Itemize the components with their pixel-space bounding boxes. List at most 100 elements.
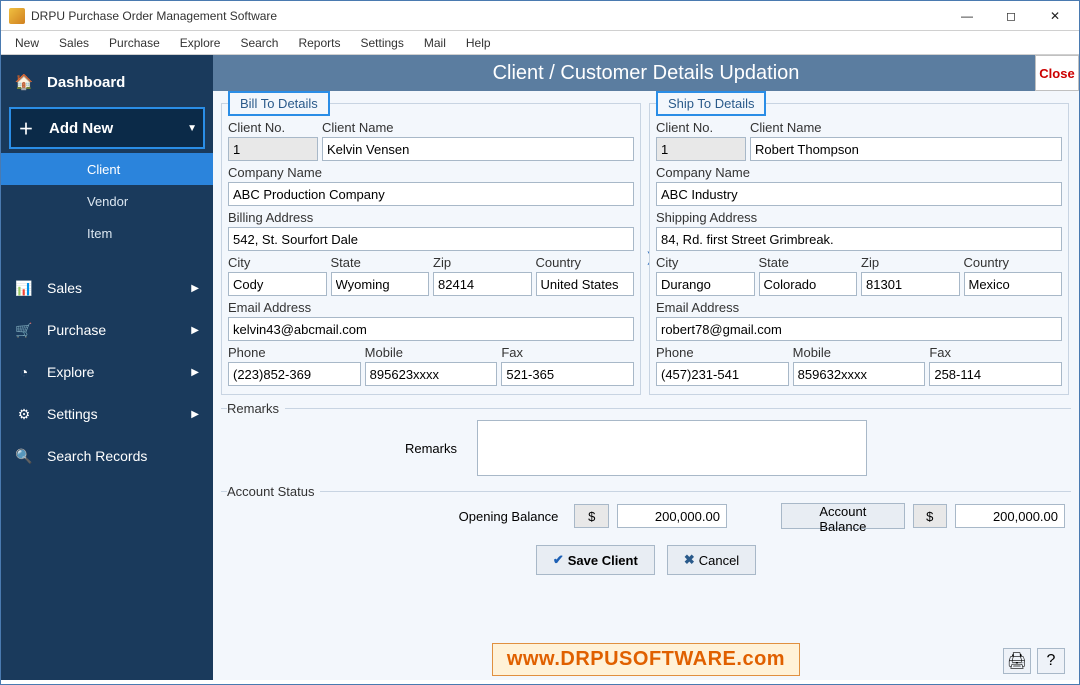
page-header: Client / Customer Details Updation Close — [213, 55, 1079, 91]
sidebar-dashboard[interactable]: 🏠 Dashboard — [1, 61, 213, 103]
menu-new[interactable]: New — [5, 33, 49, 53]
cancel-button[interactable]: ✖Cancel — [667, 545, 756, 575]
label-ship-phone: Phone — [656, 345, 789, 360]
label-ship-address: Shipping Address — [656, 210, 1062, 225]
bill-fax-input[interactable] — [501, 362, 634, 386]
remarks-legend: Remarks — [227, 401, 285, 416]
label-ship-company: Company Name — [656, 165, 1062, 180]
bill-clientname-input[interactable] — [322, 137, 634, 161]
page-title: Client / Customer Details Updation — [213, 62, 1079, 85]
pie-icon: ◔ — [15, 364, 33, 380]
remarks-fieldset: Remarks Remarks — [221, 401, 1071, 482]
gear-icon: ⚙ — [15, 406, 33, 423]
menu-explore[interactable]: Explore — [170, 33, 231, 53]
ship-phone-input[interactable] — [656, 362, 789, 386]
label-bill-fax: Fax — [501, 345, 634, 360]
menu-bar: New Sales Purchase Explore Search Report… — [1, 31, 1079, 55]
menu-mail[interactable]: Mail — [414, 33, 456, 53]
label-bill-country: Country — [536, 255, 635, 270]
label-bill-company: Company Name — [228, 165, 634, 180]
chart-icon: 📊 — [15, 280, 33, 297]
remarks-input[interactable] — [477, 420, 867, 476]
check-icon: ✔ — [553, 552, 564, 568]
menu-reports[interactable]: Reports — [288, 33, 350, 53]
chevron-right-icon: ▶ — [191, 367, 199, 378]
label-bill-city: City — [228, 255, 327, 270]
sidebar-sub-item[interactable]: Item — [1, 217, 213, 249]
ship-clientname-input[interactable] — [750, 137, 1062, 161]
bill-address-input[interactable] — [228, 227, 634, 251]
sidebar-search-records[interactable]: 🔍Search Records — [1, 435, 213, 477]
label-ship-mobile: Mobile — [793, 345, 926, 360]
home-icon: 🏠 — [15, 73, 33, 91]
menu-help[interactable]: Help — [456, 33, 501, 53]
bill-email-input[interactable] — [228, 317, 634, 341]
label-bill-mobile: Mobile — [365, 345, 498, 360]
minimize-button[interactable]: — — [945, 2, 989, 30]
account-balance-input[interactable] — [955, 504, 1065, 528]
label-bill-address: Billing Address — [228, 210, 634, 225]
chevron-right-icon: ▶ — [191, 409, 199, 420]
bill-state-input[interactable] — [331, 272, 430, 296]
window-title: DRPU Purchase Order Management Software — [31, 9, 945, 23]
bill-company-input[interactable] — [228, 182, 634, 206]
ship-fax-input[interactable] — [929, 362, 1062, 386]
sidebar-add-new[interactable]: ＋ Add New ▼ — [9, 107, 205, 149]
bill-to-legend: Bill To Details — [228, 91, 330, 116]
menu-settings[interactable]: Settings — [351, 33, 414, 53]
ship-zip-input[interactable] — [861, 272, 960, 296]
sidebar-sub-vendor[interactable]: Vendor — [1, 185, 213, 217]
ship-address-input[interactable] — [656, 227, 1062, 251]
help-button[interactable]: ? — [1037, 648, 1065, 674]
bill-zip-input[interactable] — [433, 272, 532, 296]
opening-balance-input[interactable] — [617, 504, 727, 528]
ship-city-input[interactable] — [656, 272, 755, 296]
label-ship-country: Country — [964, 255, 1063, 270]
ship-mobile-input[interactable] — [793, 362, 926, 386]
cart-icon: 🛒 — [15, 322, 33, 339]
label-bill-clientno: Client No. — [228, 120, 318, 135]
ship-company-input[interactable] — [656, 182, 1062, 206]
action-buttons: ✔Save Client ✖Cancel — [221, 535, 1071, 579]
sidebar-sales[interactable]: 📊Sales▶ — [1, 267, 213, 309]
title-bar: DRPU Purchase Order Management Software … — [1, 1, 1079, 31]
print-button[interactable]: 🖨 — [1003, 648, 1031, 674]
search-icon: 🔍 — [15, 448, 33, 465]
printer-icon: 🖨 — [1007, 651, 1027, 671]
footer: www.DRPUSOFTWARE.com 🖨 ? — [213, 641, 1079, 680]
sidebar-addnew-label: Add New — [49, 120, 113, 137]
label-bill-zip: Zip — [433, 255, 532, 270]
sidebar-purchase[interactable]: 🛒Purchase▶ — [1, 309, 213, 351]
chevron-right-icon: ▶ — [191, 325, 199, 336]
menu-search[interactable]: Search — [230, 33, 288, 53]
ship-clientno: 1 — [656, 137, 746, 161]
save-client-button[interactable]: ✔Save Client — [536, 545, 655, 575]
account-status-fieldset: Account Status Opening Balance $ Account… — [221, 484, 1071, 535]
bill-phone-input[interactable] — [228, 362, 361, 386]
currency-symbol-2: $ — [913, 504, 948, 528]
menu-purchase[interactable]: Purchase — [99, 33, 170, 53]
close-page-button[interactable]: Close — [1035, 55, 1079, 91]
currency-symbol: $ — [574, 504, 609, 528]
ship-country-input[interactable] — [964, 272, 1063, 296]
menu-sales[interactable]: Sales — [49, 33, 99, 53]
maximize-button[interactable]: ◻ — [989, 2, 1033, 30]
ship-email-input[interactable] — [656, 317, 1062, 341]
account-status-legend: Account Status — [227, 484, 320, 499]
bill-mobile-input[interactable] — [365, 362, 498, 386]
label-bill-phone: Phone — [228, 345, 361, 360]
sidebar-sub-client[interactable]: Client — [1, 153, 213, 185]
ship-state-input[interactable] — [759, 272, 858, 296]
label-ship-state: State — [759, 255, 858, 270]
sidebar-dashboard-label: Dashboard — [47, 74, 125, 91]
app-icon — [9, 8, 25, 24]
bill-country-input[interactable] — [536, 272, 635, 296]
sidebar-explore[interactable]: ◔Explore▶ — [1, 351, 213, 393]
close-window-button[interactable]: ✕ — [1033, 2, 1077, 30]
bill-clientno: 1 — [228, 137, 318, 161]
bill-city-input[interactable] — [228, 272, 327, 296]
remarks-label: Remarks — [227, 441, 477, 456]
label-ship-zip: Zip — [861, 255, 960, 270]
account-balance-button[interactable]: Account Balance — [781, 503, 904, 529]
sidebar-settings[interactable]: ⚙Settings▶ — [1, 393, 213, 435]
